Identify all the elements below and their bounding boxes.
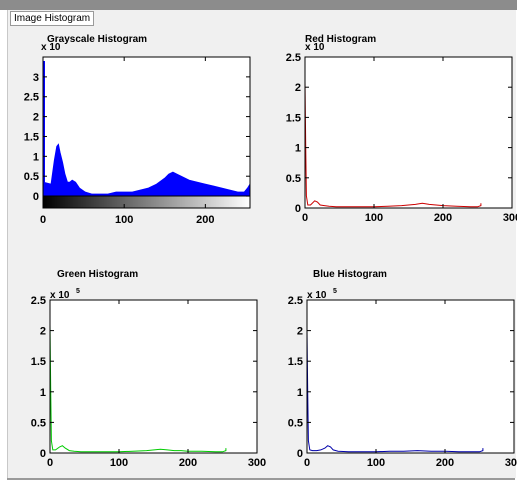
plot-area [307, 300, 514, 453]
y-tick-label: 1 [297, 387, 303, 399]
y-exponent-label: x 10 [41, 42, 61, 53]
y-exponent-label: x 10 [50, 290, 70, 301]
y-tick-label: 0.5 [24, 171, 39, 183]
plot-frame [306, 299, 515, 454]
y-tick-label: 0.5 [31, 417, 46, 429]
plot-frame [304, 56, 513, 209]
x-tick-label: 300 [505, 457, 517, 469]
x-tick-label: 300 [503, 212, 517, 224]
histogram-line [306, 330, 484, 453]
y-tick-label: 1.5 [24, 131, 39, 143]
x-tick-label: 100 [110, 457, 128, 469]
histogram-line [304, 81, 482, 208]
x-tick-label: 200 [436, 457, 454, 469]
y-tick-label: 1 [295, 143, 301, 155]
y-exponent-label: x 10 [305, 42, 325, 53]
y-tick-label: 2 [297, 326, 303, 338]
y-tick-label: 2.5 [286, 52, 301, 64]
y-tick-label: 2 [40, 326, 46, 338]
chart-3: Green Histogram x 10 5 0 0.5 1 1.5 2 2.5 0 100 200 3… [31, 269, 266, 469]
histogram-line [49, 324, 227, 453]
histogram-area [42, 143, 251, 203]
panel-title: Image Histogram [10, 11, 95, 26]
plot-area [43, 57, 250, 208]
x-tick-label: 200 [434, 212, 452, 224]
y-tick-label: 0 [33, 191, 39, 203]
panel-bottom-border [7, 478, 515, 480]
x-tick-label: 0 [40, 214, 46, 226]
y-exponent-power: 5 [76, 288, 80, 295]
y-tick-label: 1.5 [286, 112, 301, 124]
y-tick-label: 2.5 [288, 295, 303, 307]
chart-title: Blue Histogram [313, 269, 387, 280]
x-tick-label: 300 [248, 457, 266, 469]
x-tick-label: 0 [302, 212, 308, 224]
x-tick-label: 100 [367, 457, 385, 469]
plot-frame [49, 299, 258, 454]
x-tick-label: 100 [365, 212, 383, 224]
y-tick-label: 0.5 [286, 173, 301, 185]
chart-title: Grayscale Histogram [47, 34, 147, 45]
y-tick-label: 2.5 [24, 92, 39, 104]
plot-area [50, 300, 257, 453]
y-tick-label: 2 [295, 82, 301, 94]
chart-4: Blue Histogram x 10 5 0 0.5 1 1.5 2 2.5 0 100 200 30… [288, 269, 517, 469]
y-exponent-power: 5 [333, 288, 337, 295]
y-tick-label: 1 [40, 387, 46, 399]
plot-area [305, 57, 512, 208]
x-tick-label: 100 [115, 214, 133, 226]
y-tick-label: 0 [295, 203, 301, 215]
y-tick-label: 0.5 [288, 417, 303, 429]
grayscale-gradient-bar [42, 195, 251, 209]
y-tick-label: 1.5 [31, 356, 46, 368]
chart-title: Green Histogram [57, 269, 138, 280]
x-tick-label: 0 [304, 457, 310, 469]
y-tick-label: 1.5 [288, 356, 303, 368]
y-tick-label: 0 [40, 448, 46, 460]
window-top-bar [0, 0, 517, 10]
y-exponent-label: x 10 [307, 290, 327, 301]
y-tick-label: 0 [297, 448, 303, 460]
y-tick-label: 1 [33, 151, 39, 163]
chart-title: Red Histogram [305, 34, 376, 45]
x-tick-label: 200 [179, 457, 197, 469]
x-tick-label: 0 [47, 457, 53, 469]
x-tick-label: 200 [196, 214, 214, 226]
y-tick-label: 2.5 [31, 295, 46, 307]
y-tick-label: 2 [33, 112, 39, 124]
y-tick-label: 3 [33, 72, 39, 84]
